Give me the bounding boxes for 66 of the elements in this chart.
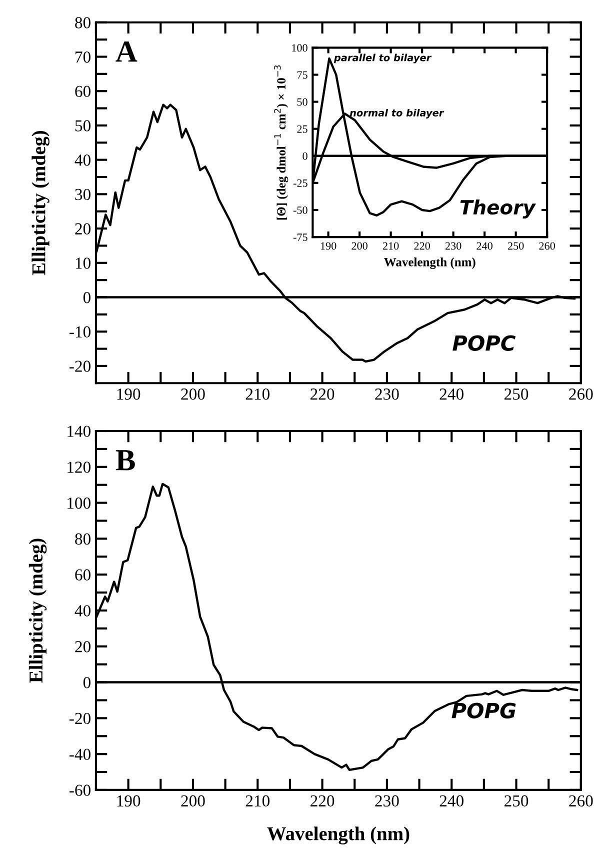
- x-axis-title: Wavelength (nm): [384, 258, 476, 269]
- x-tick-label: 210: [246, 795, 270, 807]
- y-tick-label: 60: [75, 569, 90, 581]
- annotation: POPG: [452, 702, 516, 718]
- x-tick-label: 250: [504, 795, 528, 807]
- y-tick-label: 10: [76, 258, 90, 269]
- x-tick-label: 190: [117, 388, 140, 400]
- y-tick-label: -25: [293, 179, 308, 187]
- y-tick-label: 20: [75, 641, 90, 652]
- y-tick-label: 70: [76, 51, 90, 63]
- y-tick-label: 0: [83, 676, 90, 688]
- y-tick-label: 0: [83, 292, 90, 304]
- y-tick-label: 120: [68, 462, 90, 473]
- y-tick-label: -75: [293, 234, 308, 241]
- y-tick-label: 75: [297, 71, 308, 79]
- chart-title: B: [116, 450, 135, 470]
- y-tick-label: 50: [75, 120, 90, 132]
- y-tick-label: 60: [75, 86, 90, 98]
- x-tick-label: 250: [508, 242, 524, 250]
- y-axis-title: Ellipticity (mdeg): [28, 538, 47, 683]
- y-tick-label: -40: [70, 748, 90, 760]
- y-tick-label: 20: [75, 223, 90, 234]
- y-tick-label: 100: [68, 498, 90, 509]
- y-tick-label: 80: [75, 533, 90, 545]
- y-axis-title: [Θ] (deg dmol$^{−1}$ cm$^{2}$) × 10$^{−3}$: [274, 65, 288, 220]
- y-axis-title: Ellipticity (mdeg): [32, 130, 50, 276]
- x-tick-label: 240: [440, 388, 464, 400]
- y-tick-label: 30: [75, 188, 90, 200]
- x-tick-label: 250: [504, 388, 528, 400]
- x-tick-label: 200: [181, 388, 205, 400]
- x-tick-label: 240: [476, 242, 492, 250]
- y-tick-label: 40: [74, 154, 90, 166]
- x-tick-label: 200: [352, 242, 368, 250]
- y-tick-label: 50: [297, 98, 308, 106]
- annotation: POPC: [452, 335, 516, 351]
- x-tick-label: 200: [181, 795, 205, 807]
- x-tick-label: 210: [246, 388, 270, 400]
- legend-label: parallel to bilayer: [334, 54, 432, 64]
- y-tick-label: 100: [292, 44, 308, 52]
- y-tick-label: -60: [70, 784, 90, 796]
- x-tick-label: 230: [375, 388, 399, 400]
- x-tick-label: 260: [539, 242, 555, 250]
- y-tick-label: 80: [75, 17, 90, 28]
- y-tick-label: -10: [70, 326, 90, 338]
- y-tick-label: -20: [70, 360, 90, 372]
- y-tick-label: 0: [302, 152, 308, 160]
- y-tick-label: 25: [297, 125, 308, 133]
- x-tick-label: 260: [569, 795, 593, 807]
- chart-title: A: [116, 41, 138, 62]
- x-tick-label: 210: [382, 242, 399, 250]
- x-tick-label: 260: [569, 388, 593, 400]
- x-tick-label: 190: [117, 795, 140, 807]
- x-tick-label: 230: [445, 242, 462, 250]
- x-tick-label: 230: [375, 795, 399, 807]
- annotation: Theory: [460, 200, 536, 219]
- y-tick-label: 140: [68, 426, 90, 437]
- x-tick-label: 220: [310, 795, 334, 807]
- x-tick-label: 220: [310, 388, 334, 400]
- y-tick-label: 40: [74, 605, 90, 616]
- series-label: normal to bilayer: [350, 108, 444, 118]
- y-tick-label: -50: [293, 206, 308, 214]
- y-tick-label: -20: [70, 712, 90, 724]
- x-tick-label: 240: [440, 795, 464, 807]
- x-tick-label: 220: [414, 242, 430, 250]
- x-tick-label: 190: [320, 242, 336, 250]
- x-axis-title: Wavelength (nm): [267, 826, 410, 844]
